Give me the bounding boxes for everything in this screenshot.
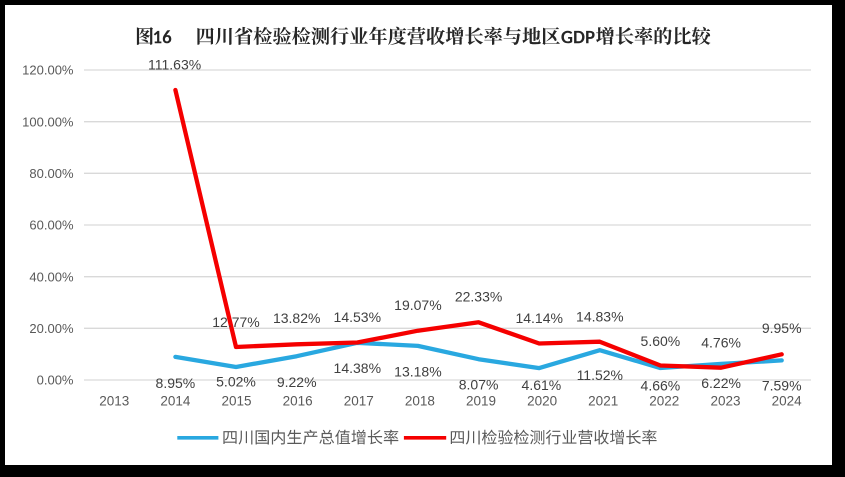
svg-text:2022: 2022 bbox=[649, 394, 679, 409]
svg-text:6.22%: 6.22% bbox=[701, 375, 741, 391]
svg-text:2021: 2021 bbox=[588, 394, 618, 409]
svg-text:14.38%: 14.38% bbox=[334, 360, 381, 376]
svg-text:2023: 2023 bbox=[710, 394, 740, 409]
svg-text:9.95%: 9.95% bbox=[762, 320, 802, 336]
svg-text:2024: 2024 bbox=[772, 394, 803, 409]
svg-text:8.07%: 8.07% bbox=[459, 376, 499, 392]
svg-text:2015: 2015 bbox=[221, 394, 251, 409]
svg-text:4.66%: 4.66% bbox=[641, 377, 681, 393]
svg-text:14.53%: 14.53% bbox=[334, 309, 381, 325]
svg-text:4.61%: 4.61% bbox=[522, 377, 562, 393]
svg-text:19.07%: 19.07% bbox=[394, 297, 441, 313]
svg-text:100.00%: 100.00% bbox=[22, 114, 74, 129]
svg-text:7.59%: 7.59% bbox=[762, 377, 802, 393]
svg-text:20.00%: 20.00% bbox=[29, 321, 74, 336]
svg-text:9.22%: 9.22% bbox=[277, 374, 317, 390]
svg-text:5.02%: 5.02% bbox=[216, 374, 256, 390]
svg-text:14.83%: 14.83% bbox=[576, 308, 623, 324]
svg-text:12.77%: 12.77% bbox=[212, 314, 259, 330]
svg-text:40.00%: 40.00% bbox=[29, 269, 74, 284]
svg-text:120.00%: 120.00% bbox=[22, 63, 74, 78]
svg-text:4.76%: 4.76% bbox=[701, 335, 741, 351]
svg-text:14.14%: 14.14% bbox=[515, 310, 562, 326]
svg-text:2017: 2017 bbox=[344, 394, 374, 409]
svg-text:2019: 2019 bbox=[466, 394, 496, 409]
svg-text:2016: 2016 bbox=[283, 394, 313, 409]
svg-text:2014: 2014 bbox=[160, 394, 191, 409]
svg-text:8.95%: 8.95% bbox=[156, 375, 196, 391]
svg-text:11.52%: 11.52% bbox=[577, 367, 623, 383]
svg-text:111.63%: 111.63% bbox=[148, 57, 201, 73]
svg-text:13.18%: 13.18% bbox=[394, 363, 441, 379]
svg-text:13.82%: 13.82% bbox=[273, 310, 320, 326]
svg-text:5.60%: 5.60% bbox=[641, 333, 681, 349]
svg-text:2013: 2013 bbox=[99, 394, 129, 409]
svg-text:2018: 2018 bbox=[405, 394, 435, 409]
svg-text:2020: 2020 bbox=[527, 394, 557, 409]
svg-text:0.00%: 0.00% bbox=[37, 373, 74, 388]
svg-text:22.33%: 22.33% bbox=[455, 288, 502, 304]
svg-text:80.00%: 80.00% bbox=[29, 166, 74, 181]
svg-text:60.00%: 60.00% bbox=[29, 218, 74, 233]
